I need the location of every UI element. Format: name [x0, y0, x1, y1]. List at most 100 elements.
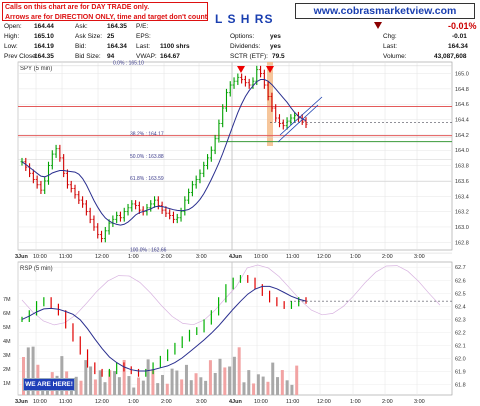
- volume-bar: [242, 382, 246, 395]
- quote-value: 164.35: [34, 53, 54, 60]
- disclaimer-line-2: Arrows are for DIRECTION ONLY, time and …: [5, 13, 208, 21]
- volume-bar: [84, 360, 88, 395]
- rsp-y-tick-label: 62.0: [455, 356, 466, 362]
- spy-x-tick-label: 2:00: [161, 254, 172, 260]
- volume-bar: [295, 365, 299, 395]
- quote-label: Bid Size:: [75, 53, 101, 60]
- disclaimer-box: Calls on this chart are for DAY TRADE on…: [2, 2, 208, 21]
- volume-bar: [45, 387, 49, 395]
- symbol-title: L S H RS: [215, 12, 274, 26]
- quote-value: 164.34: [107, 43, 127, 50]
- rsp-y-tick-label: 62.2: [455, 330, 466, 336]
- volume-bar: [175, 370, 179, 395]
- rsp-y-tick-label: 62.4: [455, 304, 466, 310]
- volume-tick-label: 7M: [3, 297, 11, 303]
- quote-value: 164.34: [448, 43, 468, 50]
- quote-label: Low:: [4, 43, 18, 50]
- volume-bar: [60, 356, 64, 395]
- quote-value: 164.67: [160, 53, 180, 60]
- quote-label: SCTR (ETF):: [230, 53, 268, 60]
- spy-y-tick-label: 163.8: [455, 164, 469, 170]
- volume-tick-label: 4M: [3, 339, 11, 345]
- down-triangle-icon: [374, 22, 382, 29]
- volume-bar: [184, 364, 188, 395]
- rsp-y-tick-label: 61.8: [455, 383, 466, 389]
- quote-label: Dividends:: [230, 43, 261, 50]
- spy-x-tick-label: 12:00: [317, 254, 331, 260]
- down-arrow-icon: [237, 66, 245, 73]
- volume-bar: [98, 370, 102, 395]
- spy-y-tick-label: 163.4: [455, 194, 469, 200]
- header: Calls on this chart are for DAY TRADE on…: [0, 0, 480, 60]
- volume-bar: [156, 383, 160, 395]
- volume-bar: [189, 380, 193, 395]
- volume-bar: [122, 359, 126, 395]
- volume-bar: [213, 372, 217, 395]
- volume-bar: [218, 358, 222, 395]
- website-banner[interactable]: www.cobrasmarketview.com: [295, 3, 475, 19]
- moving-average-line: [21, 79, 307, 226]
- we-are-here-badge: WE ARE HERE!: [23, 378, 75, 391]
- volume-bar: [252, 383, 256, 395]
- volume-bar: [285, 380, 289, 395]
- spy-x-tick-label: 3:00: [196, 254, 207, 260]
- volume-bar: [180, 379, 184, 395]
- rsp-x-tick-label: 2:00: [161, 399, 172, 405]
- rsp-moving-average-line: [21, 285, 307, 372]
- quote-label: Ask Size:: [75, 33, 103, 40]
- spy-y-tick-label: 163.2: [455, 210, 469, 216]
- quote-value: -0.01: [452, 33, 467, 40]
- spy-y-tick-label: 163.6: [455, 179, 469, 185]
- rsp-x-tick-label: 12:00: [317, 399, 331, 405]
- rsp-y-tick-label: 61.9: [455, 370, 466, 376]
- quote-label: Last:: [136, 43, 151, 50]
- spy-y-tick-label: 164.4: [455, 118, 469, 124]
- spy-x-tick-label: 4Jun: [229, 254, 242, 260]
- volume-bar: [26, 347, 30, 395]
- volume-bar: [151, 369, 155, 395]
- volume-bar: [228, 366, 232, 395]
- quote-value: 43,087,608: [434, 53, 467, 60]
- volume-bar: [103, 382, 107, 395]
- quote-label: Chg:: [383, 33, 397, 40]
- volume-bar: [93, 379, 97, 395]
- spy-y-tick-label: 165.0: [455, 72, 469, 78]
- quote-label: Options:: [230, 33, 255, 40]
- volume-bar: [108, 370, 112, 395]
- channel-upper-line: [279, 96, 323, 136]
- spy-plot-area: [17, 61, 453, 251]
- disclaimer-line-1: Calls on this chart are for DAY TRADE on…: [5, 4, 150, 11]
- quote-label: Ask:: [75, 23, 88, 30]
- fib-label: 0.0% : 165.10: [113, 60, 144, 66]
- volume-bar: [165, 383, 169, 395]
- volume-bar: [290, 384, 294, 395]
- quote-value: yes: [270, 43, 281, 50]
- volume-tick-label: 2M: [3, 367, 11, 373]
- spy-y-tick-label: 164.6: [455, 102, 469, 108]
- fib-label: 38.2% : 164.17: [130, 132, 164, 138]
- volume-bar: [141, 380, 145, 395]
- spy-x-tick-label: 1:00: [350, 254, 361, 260]
- indicator-line: [21, 264, 441, 326]
- quote-label: Last:: [383, 43, 398, 50]
- volume-tick-label: 3M: [3, 353, 11, 359]
- volume-bar: [204, 380, 208, 395]
- quote-label: VWAP:: [136, 53, 157, 60]
- spy-y-tick-label: 164.2: [455, 133, 469, 139]
- rsp-y-tick-label: 62.6: [455, 278, 466, 284]
- volume-bar: [170, 368, 174, 395]
- fib-label: 61.8% : 163.59: [130, 176, 164, 182]
- quote-value: 1100 shrs: [160, 43, 190, 50]
- quote-value: yes: [270, 33, 281, 40]
- volume-bar: [276, 377, 280, 395]
- volume-bar: [117, 377, 121, 395]
- quote-label: Prev Close:: [4, 53, 38, 60]
- volume-bar: [127, 376, 131, 395]
- highlight-band: [267, 62, 273, 146]
- rsp-x-tick-label: 10:00: [254, 399, 268, 405]
- volume-bar: [199, 377, 203, 395]
- rsp-x-tick-label: 12:00: [95, 399, 109, 405]
- spy-x-tick-label: 3Jun: [15, 254, 28, 260]
- volume-bar: [280, 370, 284, 395]
